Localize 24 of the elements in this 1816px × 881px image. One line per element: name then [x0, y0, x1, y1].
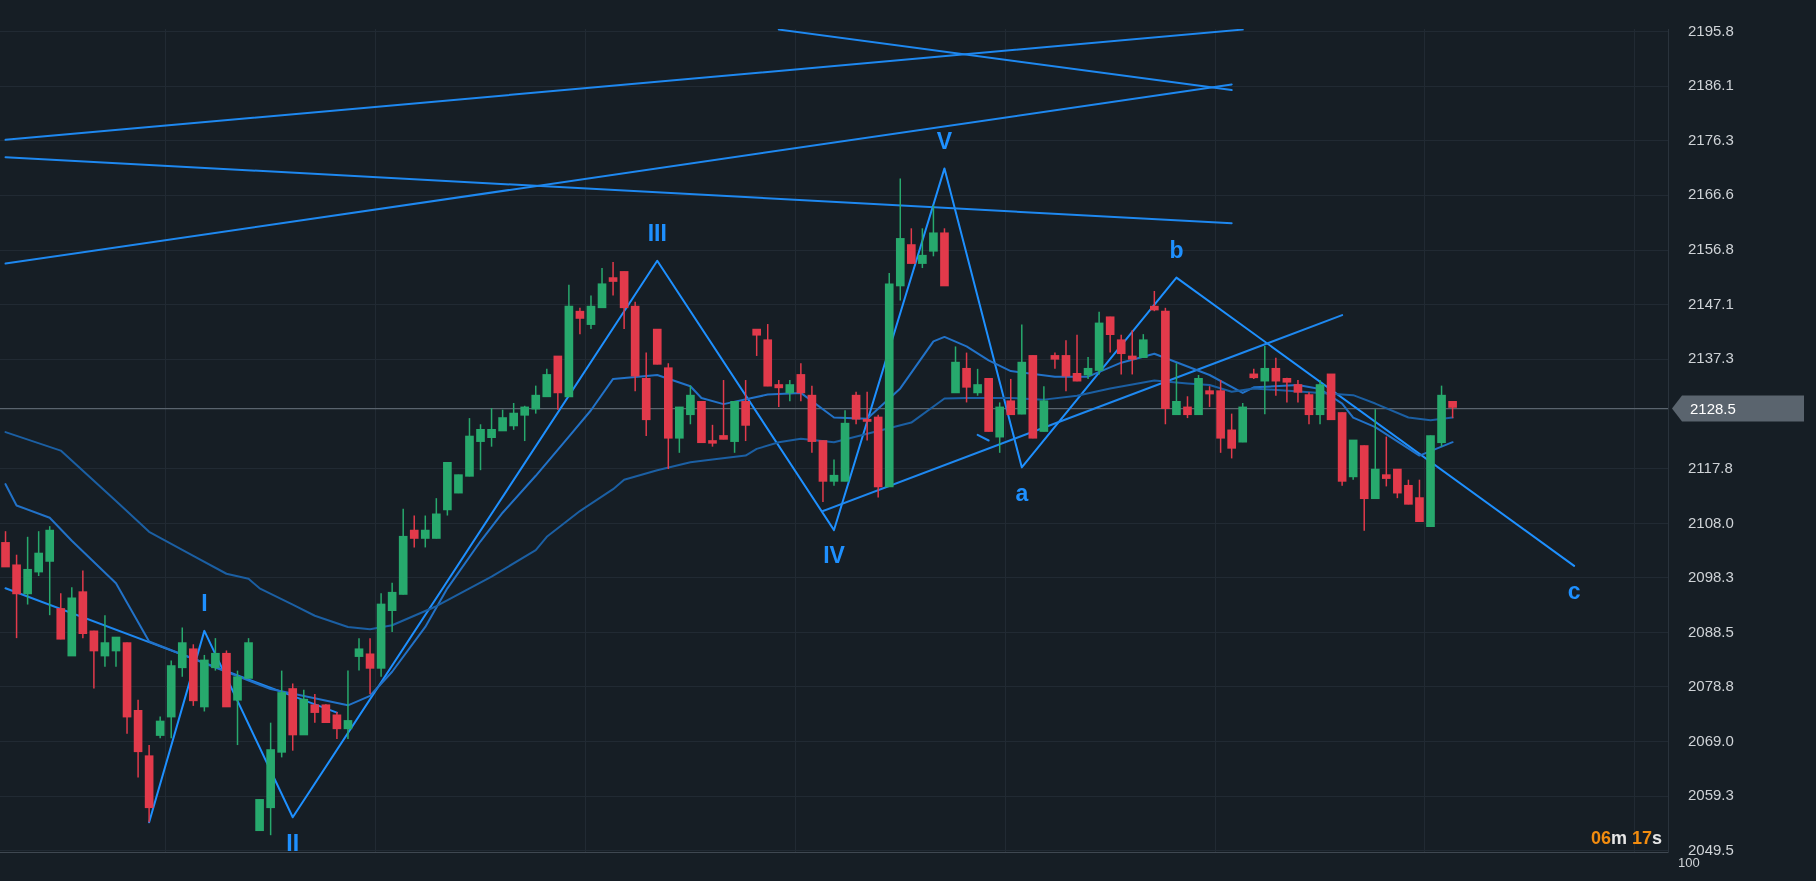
- data-label: IV: [823, 542, 846, 569]
- data-label: c: [1567, 578, 1581, 605]
- data-label: V: [936, 127, 953, 154]
- y-tick-label: 2147.1: [1688, 294, 1734, 312]
- y-tick-label: 2059.3: [1688, 786, 1734, 804]
- y-tick-label: 2078.8: [1688, 676, 1734, 694]
- data-label: II: [286, 829, 300, 856]
- y-tick-label: 2069.0: [1688, 731, 1734, 749]
- data-label: III: [647, 220, 667, 247]
- y-tick-label: 2186.1: [1688, 76, 1734, 94]
- y-tick-label: 2098.3: [1688, 567, 1734, 585]
- y-tick-label: 2176.3: [1688, 131, 1734, 149]
- data-label: a: [1015, 479, 1029, 506]
- y-tick-label: 2195.8: [1688, 21, 1734, 39]
- ref-line-label: 2128.5: [1690, 399, 1736, 417]
- y-tick-label: 2117.8: [1688, 458, 1733, 476]
- y-tick-label: 2137.3: [1688, 349, 1734, 367]
- y-tick-label: 2088.5: [1688, 622, 1734, 640]
- y-tick-label: 2108.0: [1688, 513, 1734, 531]
- y-tick-label: 2166.6: [1688, 185, 1734, 203]
- data-label: b: [1169, 236, 1184, 263]
- y-tick-label: 2156.8: [1688, 240, 1734, 258]
- data-label: I: [201, 590, 208, 617]
- annotation: 06m 17s: [1590, 828, 1662, 848]
